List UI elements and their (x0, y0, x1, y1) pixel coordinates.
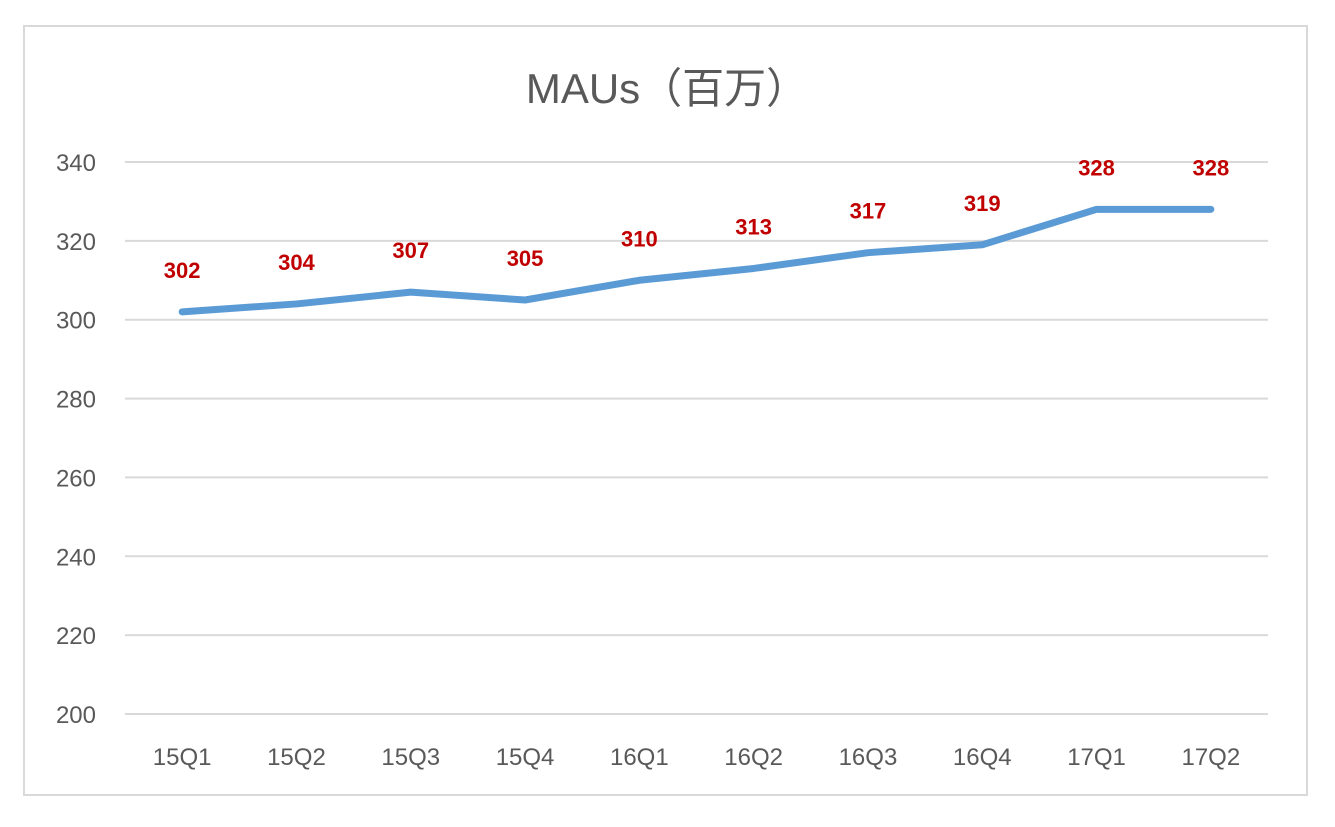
data-label: 305 (507, 246, 544, 271)
x-tick-label: 17Q1 (1067, 744, 1126, 771)
data-label: 307 (392, 238, 429, 263)
series-mausa (178, 205, 1215, 316)
data-label: 328 (1192, 155, 1229, 180)
y-tick-label: 320 (56, 229, 96, 256)
y-tick-label: 260 (56, 465, 96, 492)
y-tick-label: 280 (56, 387, 96, 414)
chart-frame (23, 25, 1308, 796)
x-tick-label: 16Q3 (839, 744, 898, 771)
x-tick-label: 15Q3 (381, 744, 440, 771)
y-tick-label: 340 (56, 150, 96, 177)
y-axis-ticks: 200 220 240 260 280 300 320 340 (56, 150, 96, 729)
data-label: 304 (278, 250, 315, 275)
data-labels: 302 304 307 305 310 313 317 319 328 328 (164, 155, 1229, 283)
x-tick-label: 15Q1 (153, 744, 212, 771)
x-tick-label: 16Q1 (610, 744, 669, 771)
y-tick-label: 300 (56, 308, 96, 335)
x-tick-label: 15Q4 (496, 744, 555, 771)
x-tick-label: 16Q2 (724, 744, 783, 771)
data-label: 313 (735, 214, 772, 239)
x-axis-ticks: 15Q1 15Q2 15Q3 15Q4 16Q1 16Q2 16Q3 16Q4 17Q1 17Q2 (153, 744, 1240, 771)
y-tick-label: 240 (56, 544, 96, 571)
series-line (178, 205, 1215, 316)
x-tick-label: 16Q4 (953, 744, 1012, 771)
data-label: 328 (1078, 155, 1115, 180)
data-label: 310 (621, 226, 658, 251)
data-label: 302 (164, 258, 201, 283)
data-label: 319 (964, 191, 1001, 216)
x-tick-label: 17Q2 (1181, 744, 1240, 771)
chart-title: MAUs（百万） (526, 65, 808, 112)
y-tick-label: 200 (56, 702, 96, 729)
x-tick-label: 15Q2 (267, 744, 326, 771)
data-label: 317 (850, 199, 887, 224)
y-tick-label: 220 (56, 623, 96, 650)
gridlines (125, 161, 1268, 715)
